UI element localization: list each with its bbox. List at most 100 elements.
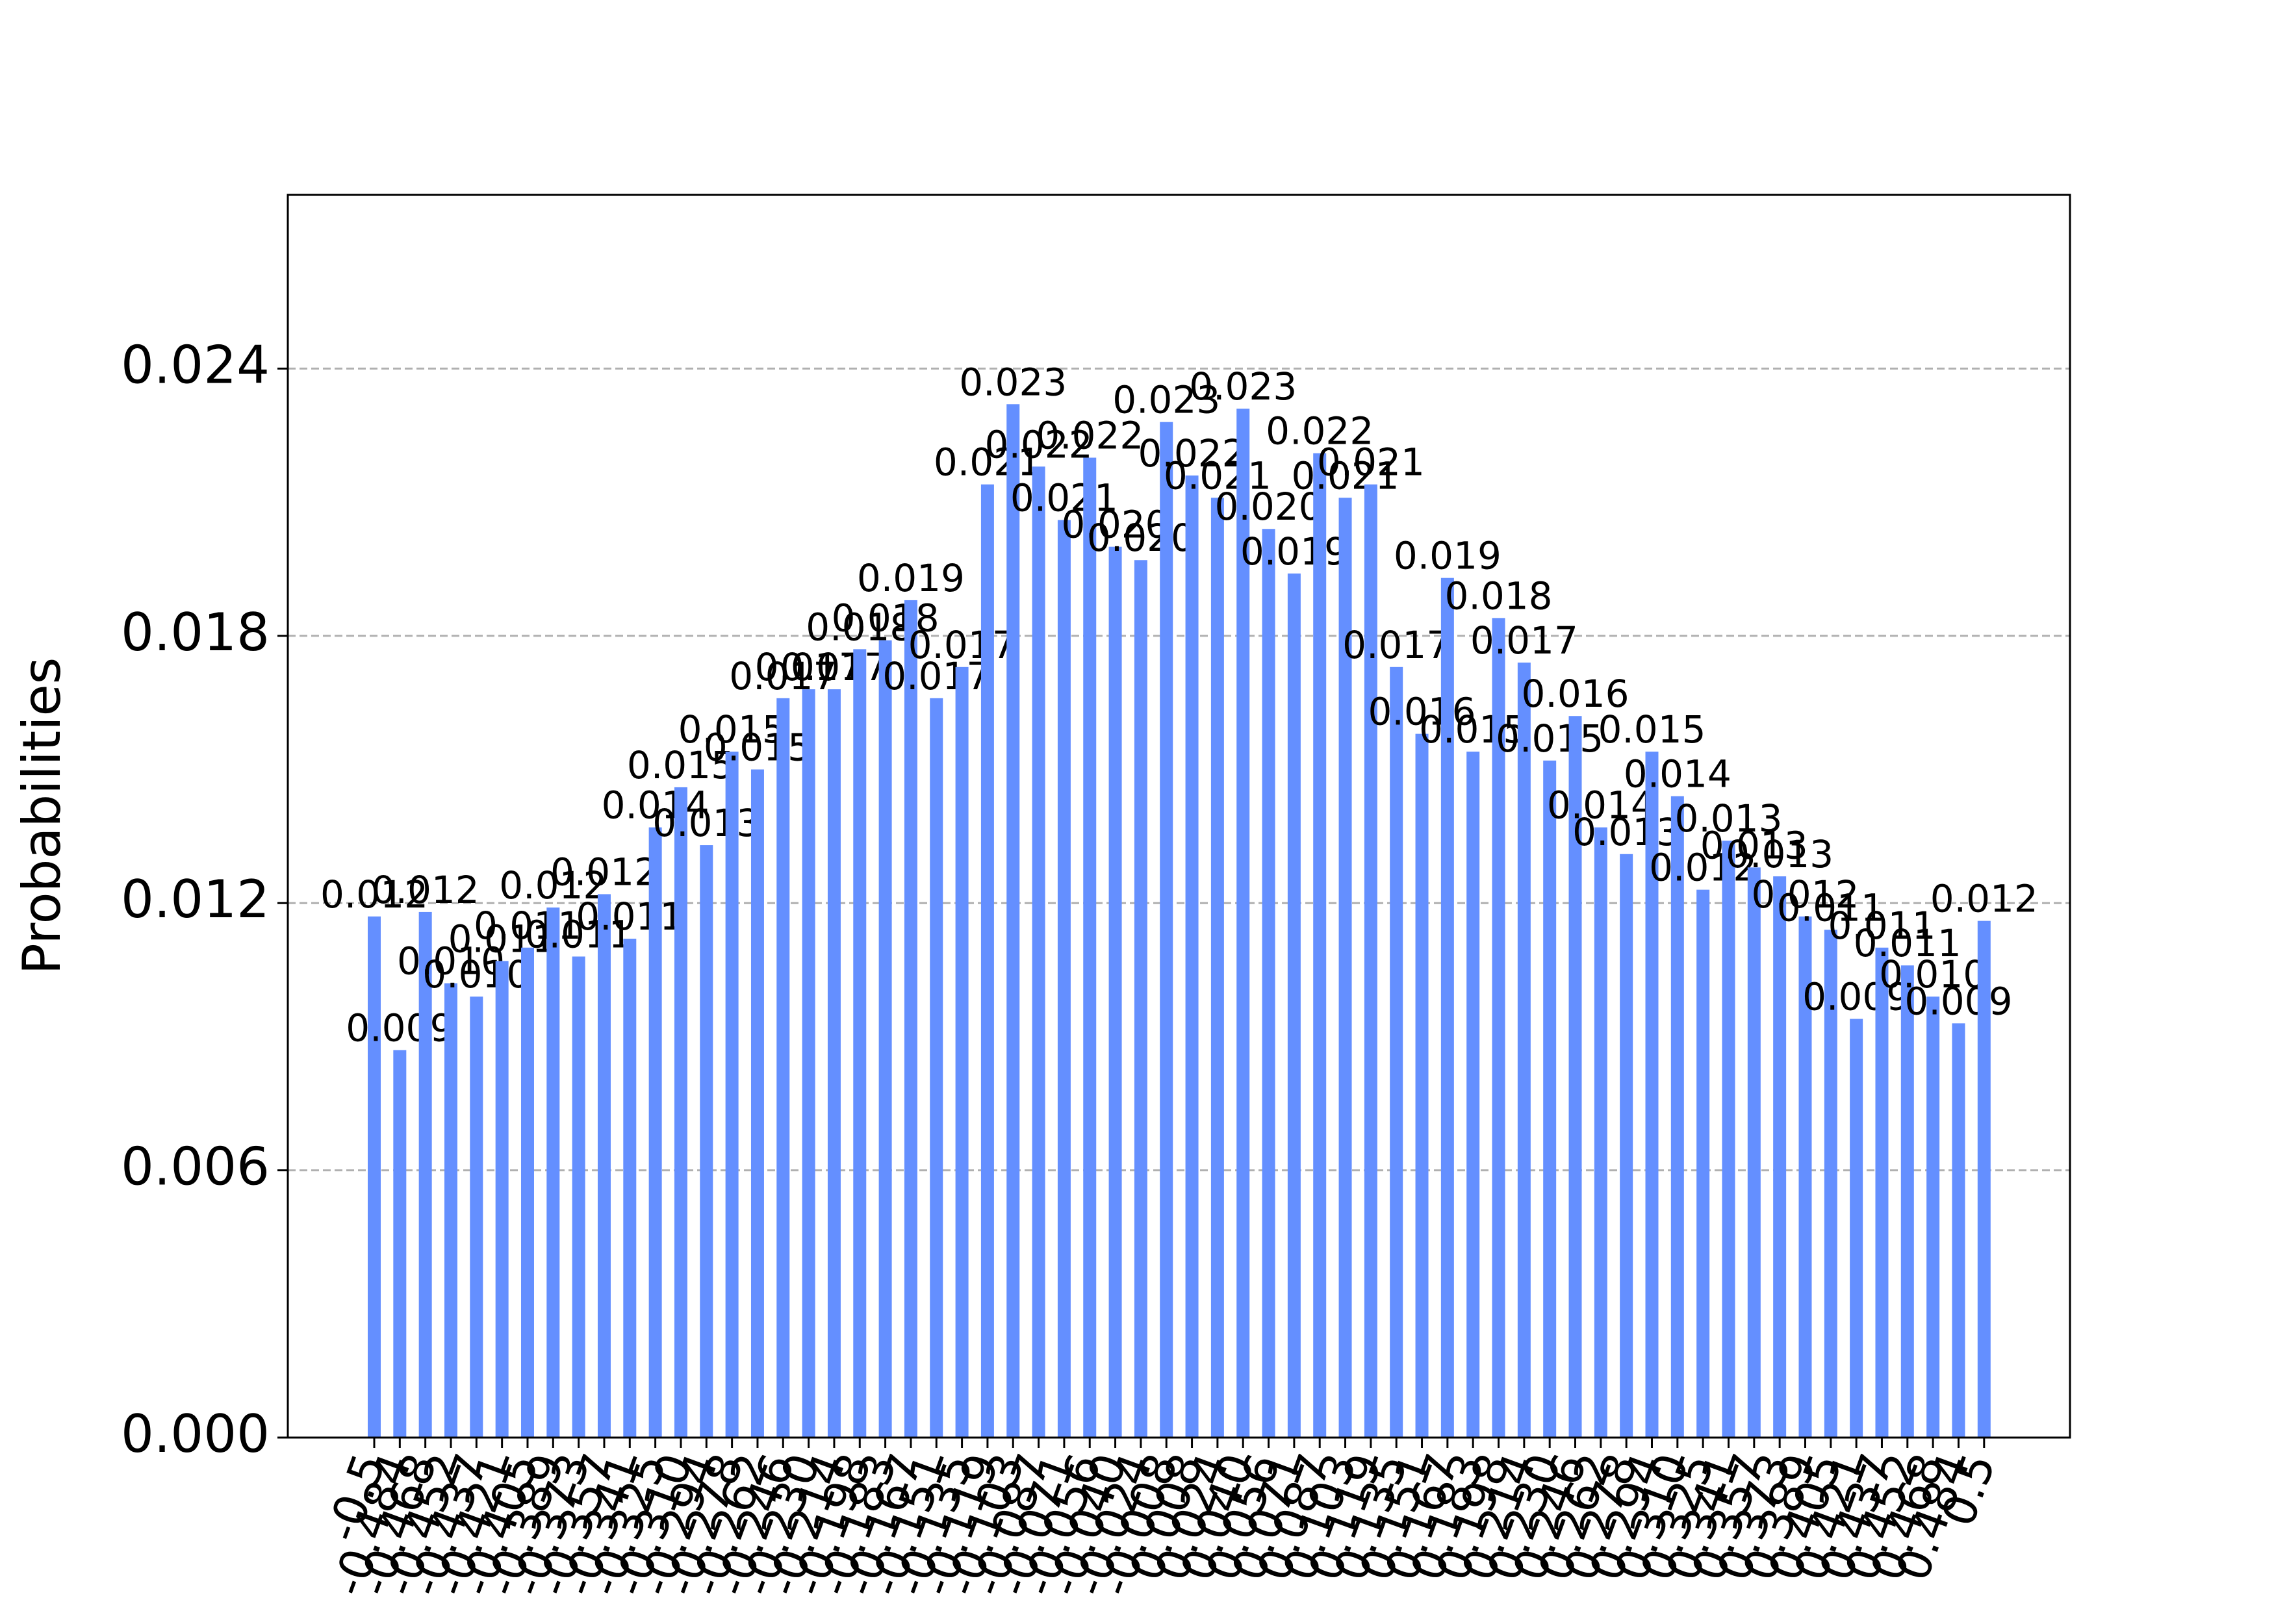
bar <box>597 894 611 1438</box>
bar <box>1824 930 1837 1438</box>
bar <box>1798 916 1812 1438</box>
value-label: 0.012 <box>1930 877 2038 921</box>
value-label: 0.012 <box>1649 846 1757 890</box>
value-label: 0.015 <box>627 743 735 787</box>
bar <box>700 845 713 1438</box>
value-label: 0.014 <box>602 783 709 828</box>
value-label: 0.014 <box>1547 783 1655 828</box>
value-label: 0.017 <box>780 645 888 689</box>
bar <box>520 947 534 1438</box>
bar <box>1338 498 1352 1438</box>
value-label: 0.015 <box>704 726 811 770</box>
bar <box>776 698 790 1438</box>
value-label: 0.021 <box>1164 453 1271 498</box>
value-label: 0.021 <box>1010 476 1118 520</box>
bar <box>1645 752 1659 1438</box>
y-tick-label: 0.018 <box>121 602 270 663</box>
bar <box>1160 422 1173 1438</box>
value-label: 0.012 <box>320 872 428 917</box>
bar <box>1262 529 1275 1438</box>
value-label: 0.023 <box>1112 378 1220 422</box>
bar <box>546 907 560 1438</box>
bar <box>1977 920 1991 1438</box>
bar <box>930 698 943 1438</box>
value-label: 0.015 <box>1496 717 1603 761</box>
bar <box>1875 947 1889 1438</box>
bar <box>1568 716 1582 1438</box>
value-label: 0.023 <box>1189 364 1297 409</box>
bar <box>444 983 457 1438</box>
value-label: 0.018 <box>1444 574 1552 618</box>
bar <box>1517 662 1531 1438</box>
value-label: 0.017 <box>1342 623 1450 667</box>
value-label: 0.021 <box>934 440 1041 485</box>
bar <box>495 961 509 1438</box>
value-label: 0.015 <box>678 707 786 752</box>
y-tick-label: 0.000 <box>121 1404 270 1464</box>
value-label: 0.011 <box>525 912 633 956</box>
bar <box>1747 867 1761 1438</box>
bar <box>1696 889 1710 1438</box>
value-label: 0.017 <box>1470 618 1578 663</box>
bar <box>1236 409 1250 1438</box>
value-label: 0.021 <box>1317 440 1425 485</box>
value-label: 0.021 <box>1292 453 1399 498</box>
value-label: 0.022 <box>1266 409 1373 453</box>
value-label: 0.010 <box>1879 952 1987 996</box>
bar <box>393 1050 407 1438</box>
value-label: 0.012 <box>499 863 607 907</box>
value-label: 0.014 <box>1624 752 1731 796</box>
bar <box>1900 965 1914 1438</box>
bar <box>368 916 381 1438</box>
value-label: 0.018 <box>806 605 913 649</box>
bar <box>1108 546 1122 1438</box>
value-label: 0.015 <box>1419 707 1527 752</box>
value-label: 0.013 <box>1700 823 1808 867</box>
value-label: 0.015 <box>1598 707 1706 752</box>
bar <box>1134 560 1147 1438</box>
bar <box>1850 1019 1863 1438</box>
value-label: 0.011 <box>448 917 556 961</box>
bar <box>1722 841 1735 1438</box>
value-label: 0.019 <box>1240 529 1348 574</box>
bar <box>1083 457 1097 1438</box>
value-label: 0.011 <box>1777 885 1885 930</box>
value-label: 0.012 <box>372 868 479 912</box>
value-label: 0.016 <box>1368 690 1476 734</box>
value-label: 0.020 <box>1215 485 1323 529</box>
bar <box>1057 520 1071 1438</box>
bar <box>802 689 815 1438</box>
bar <box>750 769 764 1438</box>
bar <box>674 787 687 1438</box>
bar <box>623 939 637 1438</box>
bar <box>1415 733 1429 1438</box>
bar <box>572 956 585 1438</box>
value-label: 0.019 <box>857 556 965 600</box>
value-label: 0.017 <box>882 654 990 698</box>
bar <box>1620 854 1633 1438</box>
y-tick-label: 0.012 <box>121 869 270 930</box>
value-label: 0.013 <box>1674 796 1782 841</box>
bar <box>1032 466 1045 1438</box>
value-label: 0.013 <box>1726 832 1833 876</box>
bar <box>1670 796 1684 1438</box>
value-label: 0.022 <box>1138 431 1246 476</box>
value-label: 0.010 <box>397 939 505 983</box>
y-axis-label: Probabilities <box>12 657 72 975</box>
value-label: 0.011 <box>1854 921 1961 965</box>
bar <box>904 600 917 1438</box>
y-tick-label: 0.006 <box>121 1137 270 1197</box>
bar <box>955 666 969 1438</box>
bar <box>1594 827 1607 1438</box>
value-label: 0.019 <box>1394 534 1501 578</box>
value-label: 0.011 <box>474 904 581 948</box>
bar <box>470 996 483 1438</box>
value-label: 0.011 <box>576 894 683 939</box>
bar <box>1313 453 1327 1438</box>
value-label: 0.020 <box>1087 516 1195 560</box>
bar <box>1364 484 1377 1438</box>
value-label: 0.017 <box>729 654 837 698</box>
bar <box>1390 666 1403 1438</box>
value-label: 0.013 <box>1572 810 1680 854</box>
